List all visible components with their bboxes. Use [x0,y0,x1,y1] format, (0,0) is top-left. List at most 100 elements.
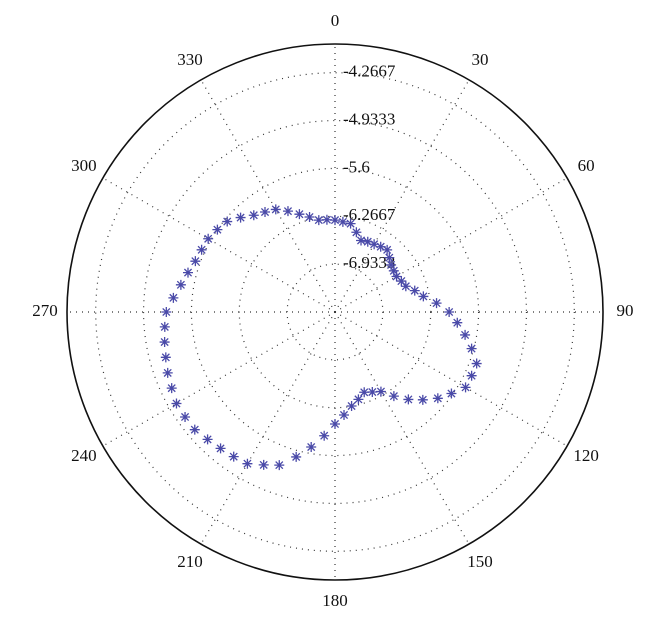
data-point [306,442,317,453]
grid-circle [190,167,480,457]
theta-tick-label: 210 [177,552,203,571]
theta-tick-label: 330 [177,50,203,69]
spoke [334,311,470,545]
data-point [242,458,253,469]
theta-tick-label: 60 [578,156,595,175]
data-point [359,387,370,398]
data-point [362,236,373,247]
data-point [396,276,407,287]
data-point [375,241,386,252]
data-point [180,411,191,422]
data-point [466,370,477,381]
data-point [190,256,201,267]
data-point [202,434,213,445]
data-point [403,394,414,405]
theta-tick-label: 0 [331,11,340,30]
data-point [356,235,367,246]
data-point [367,387,378,398]
spoke [334,177,568,313]
grid-circle [286,263,384,361]
data-point [304,212,315,223]
theta-tick-label: 150 [467,552,493,571]
data-point [432,393,443,404]
data-point [260,207,271,218]
data-point [203,233,214,244]
data-point [351,227,362,238]
data-point [346,401,357,412]
data-point [391,271,402,282]
data-point [321,214,332,225]
data-point [294,209,305,220]
theta-tick-label: 30 [472,50,489,69]
spoke [200,311,336,545]
data-point [431,298,442,309]
data-point [446,388,457,399]
data-point [452,317,463,328]
data-point [222,216,233,227]
data-point [471,358,482,369]
spoke [200,79,336,313]
spoke [102,177,336,313]
data-point [175,279,186,290]
data-point [345,218,356,229]
data-point [182,267,193,278]
data-point [248,210,259,221]
grid-circle [142,119,528,505]
data-point [162,367,173,378]
data-point [235,212,246,223]
data-point [339,409,350,420]
data-point [388,391,399,402]
data-point [466,343,477,354]
data-point [270,204,281,215]
data-point [166,383,177,394]
data-point [159,321,170,332]
data-point [168,292,179,303]
spoke [334,311,568,447]
data-point [171,398,182,409]
data-point [353,394,364,405]
data-point [386,259,397,270]
data-point [291,451,302,462]
data-point [319,430,330,441]
data-point [330,215,340,226]
theta-tick-label: 270 [32,301,58,320]
data-point [388,265,399,276]
data-point [337,216,348,227]
data-point [409,285,420,296]
theta-tick-label: 240 [71,446,97,465]
data-point [189,424,200,435]
data-point [212,224,223,235]
data-point [330,418,340,429]
r-tick-label: -5.6 [343,157,370,176]
data-point [282,206,293,217]
data-point [228,451,239,462]
data-point [215,443,226,454]
data-point [384,252,395,263]
data-point [161,307,172,317]
data-point [196,244,207,255]
data-point [274,460,285,471]
data-point [159,337,170,348]
theta-tick-label: 300 [71,156,97,175]
grid-circle [95,72,575,552]
r-tick-label: -4.9333 [343,109,395,128]
data-point [418,291,429,302]
data-point [258,459,269,470]
r-tick-label: -6.9333 [343,253,395,272]
data-point [400,281,411,292]
data-point [460,382,471,393]
theta-tick-label: 90 [617,301,634,320]
spoke [102,311,336,447]
data-point [460,329,471,340]
theta-tick-label: 180 [322,591,348,610]
r-tick-label: -4.2667 [343,62,396,81]
data-point [313,215,324,226]
data-point [160,352,171,363]
r-tick-label: -6.2667 [343,205,396,224]
data-point [417,394,428,405]
data-point [444,307,455,317]
data-point [369,239,380,250]
data-point [375,386,386,397]
data-point [382,244,393,255]
